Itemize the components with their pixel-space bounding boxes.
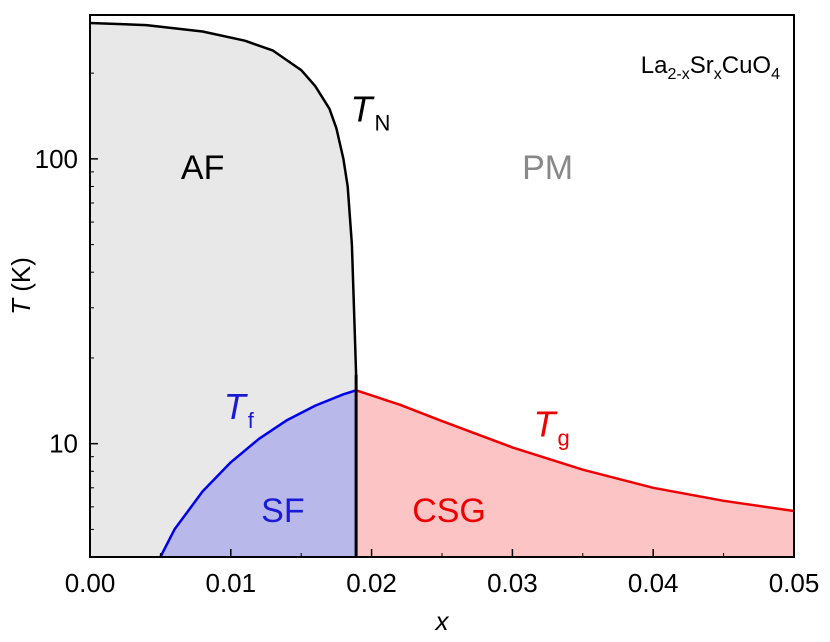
region-label-af: AF (181, 149, 224, 187)
curve-label-tn: TN (350, 89, 390, 136)
x-tick-label: 0.00 (65, 568, 116, 598)
curve-t-n (89, 21, 358, 375)
y-tick-label: 10 (49, 429, 78, 459)
curve-t-g (355, 389, 795, 513)
x-tick-label: 0.02 (346, 568, 397, 598)
region-label-pm: PM (522, 149, 573, 187)
x-tick-label: 0.05 (769, 568, 820, 598)
region-label-sf: SF (261, 492, 304, 530)
y-axis-label: T (K) (6, 257, 36, 315)
sf-region (160, 390, 357, 557)
phase-boundary-curves (89, 21, 795, 558)
region-and-curve-labels: AF PM SF CSG TN Tf Tg (181, 89, 573, 530)
x-tick-label: 0.01 (205, 568, 256, 598)
phase-regions (90, 23, 794, 557)
axis-ticks: 0.00 0.01 0.02 0.03 0.04 0.05 10 100 (35, 22, 820, 598)
curve-label-tg: Tg (534, 403, 570, 450)
x-tick-label: 0.03 (487, 568, 538, 598)
curve-label-tf: Tf (224, 386, 255, 433)
compound-label: La2-xSrxCuO4 (641, 52, 780, 83)
region-label-csg: CSG (412, 492, 486, 530)
y-tick-label: 100 (35, 144, 78, 174)
x-axis-label: x (434, 606, 450, 636)
x-tick-label: 0.04 (628, 568, 679, 598)
csg-region (356, 390, 794, 557)
curve-t-f (159, 389, 357, 558)
